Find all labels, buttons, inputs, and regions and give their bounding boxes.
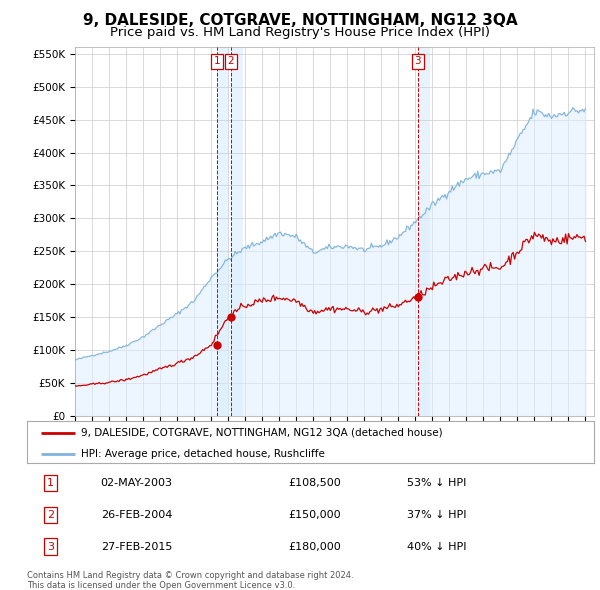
- Text: 2: 2: [47, 510, 55, 520]
- Bar: [217, 47, 229, 416]
- Text: 9, DALESIDE, COTGRAVE, NOTTINGHAM, NG12 3QA: 9, DALESIDE, COTGRAVE, NOTTINGHAM, NG12 …: [83, 13, 517, 28]
- Text: 37% ↓ HPI: 37% ↓ HPI: [407, 510, 466, 520]
- Text: 26-FEB-2004: 26-FEB-2004: [101, 510, 172, 520]
- Text: 40% ↓ HPI: 40% ↓ HPI: [407, 542, 466, 552]
- Text: £108,500: £108,500: [288, 478, 341, 488]
- Text: HPI: Average price, detached house, Rushcliffe: HPI: Average price, detached house, Rush…: [81, 449, 325, 459]
- Text: £150,000: £150,000: [288, 510, 340, 520]
- Text: 1: 1: [214, 57, 220, 67]
- Text: 3: 3: [415, 57, 421, 67]
- Text: 3: 3: [47, 542, 55, 552]
- Text: 1: 1: [47, 478, 55, 488]
- Text: 02-MAY-2003: 02-MAY-2003: [101, 478, 173, 488]
- Bar: [231, 47, 242, 416]
- Text: Contains HM Land Registry data © Crown copyright and database right 2024.
This d: Contains HM Land Registry data © Crown c…: [27, 571, 353, 590]
- Text: Price paid vs. HM Land Registry's House Price Index (HPI): Price paid vs. HM Land Registry's House …: [110, 26, 490, 39]
- Text: 9, DALESIDE, COTGRAVE, NOTTINGHAM, NG12 3QA (detached house): 9, DALESIDE, COTGRAVE, NOTTINGHAM, NG12 …: [81, 428, 442, 438]
- Bar: [418, 47, 430, 416]
- Text: £180,000: £180,000: [288, 542, 341, 552]
- Text: 53% ↓ HPI: 53% ↓ HPI: [407, 478, 466, 488]
- Text: 2: 2: [227, 57, 234, 67]
- Text: 27-FEB-2015: 27-FEB-2015: [101, 542, 172, 552]
